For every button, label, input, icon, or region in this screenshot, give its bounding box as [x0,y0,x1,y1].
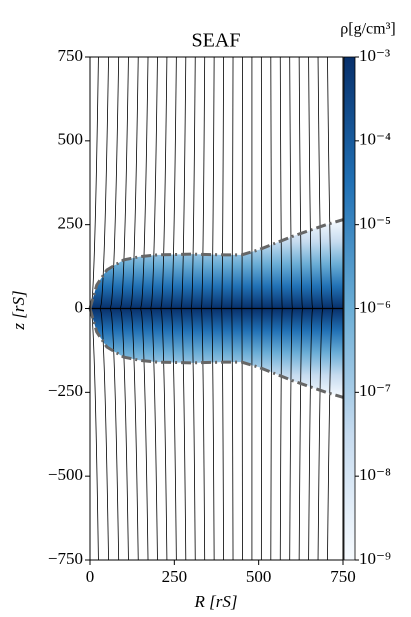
colorbar-tick-label: 10⁻⁴ [359,130,391,149]
y-tick-label: 750 [58,46,84,65]
plot-area [90,57,343,560]
colorbar-tick-label: 10⁻⁸ [359,465,391,484]
y-tick-label: −750 [48,549,83,568]
colorbar-label: ρ[g/cm³] [340,21,395,38]
colorbar-tick-label: 10⁻⁵ [359,214,391,233]
colorbar-tick-label: 10⁻⁶ [359,297,391,316]
y-tick-label: 500 [58,130,84,149]
x-tick-label: 500 [246,567,272,586]
colorbar-tick-label: 10⁻⁹ [359,549,391,568]
y-tick-label: 250 [58,214,84,233]
x-tick-label: 750 [330,567,356,586]
colorbar-tick-label: 10⁻³ [359,46,390,65]
x-tick-label: 250 [162,567,188,586]
colorbar [343,56,356,561]
y-tick-label: −250 [48,381,83,400]
x-tick-label: 0 [86,567,95,586]
y-tick-label: 0 [75,297,84,316]
chart-title: SEAF [192,30,241,52]
y-axis-label: z [rS] [9,290,28,330]
surface-contour [88,308,344,399]
y-tick-label: −500 [48,465,83,484]
x-axis-label: R [rS] [194,592,238,611]
surface-contour [88,218,344,309]
colorbar-tick-label: 10⁻⁷ [359,381,391,400]
